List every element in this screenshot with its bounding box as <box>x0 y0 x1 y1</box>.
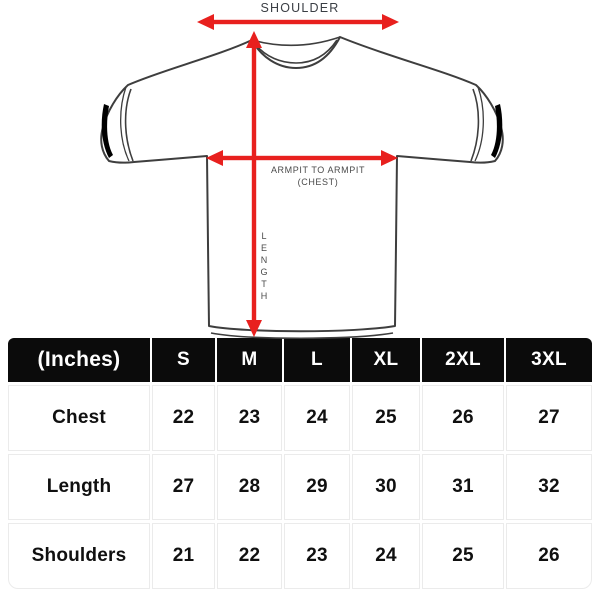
chest-s-value: 22 <box>152 385 215 451</box>
left-cuff-seam <box>124 88 134 162</box>
chest-xl-value: 25 <box>352 385 420 451</box>
length-measure-label: LENGTH <box>259 231 269 303</box>
row-label-shoulders: Shoulders <box>8 523 150 589</box>
tshirt-body-outline <box>100 36 504 333</box>
shoulders-l-value: 23 <box>284 523 350 589</box>
chest-2xl-value: 26 <box>422 385 504 451</box>
shoulders-3xl-value: 26 <box>506 523 592 589</box>
shoulder-measure-label: SHOULDER <box>260 1 340 15</box>
tshirt-measurement-diagram: SHOULDER ARMPIT TO ARMPIT (CHEST) LENGTH <box>100 1 504 340</box>
right-cuff-seam <box>470 88 480 162</box>
left-cuff-seam-2 <box>120 86 130 162</box>
chest-arrow <box>206 150 398 166</box>
size-header-l: L <box>284 338 350 382</box>
shoulder-arrow <box>197 14 399 30</box>
chest-3xl-value: 27 <box>506 385 592 451</box>
collar-band-inner-line <box>255 39 338 64</box>
size-header-s: S <box>152 338 215 382</box>
row-label-chest: Chest <box>8 385 150 451</box>
chest-m-value: 23 <box>217 385 282 451</box>
shoulders-s-value: 21 <box>152 523 215 589</box>
size-header-2xl: 2XL <box>422 338 504 382</box>
size-chart-table: (Inches) S M L XL 2XL 3XL Chest 22 23 24… <box>8 338 592 589</box>
chest-l-value: 24 <box>284 385 350 451</box>
tshirt-outline-drawing <box>100 14 504 340</box>
chest-measure-label: ARMPIT TO ARMPIT (CHEST) <box>238 164 398 188</box>
row-label-length: Length <box>8 454 150 520</box>
shoulders-xl-value: 24 <box>352 523 420 589</box>
chest-measure-label-line2: (CHEST) <box>297 177 339 187</box>
left-sleeve-shadow <box>101 104 113 158</box>
length-arrow <box>246 31 262 337</box>
length-xl-value: 30 <box>352 454 420 520</box>
shoulders-m-value: 22 <box>217 523 282 589</box>
size-header-m: M <box>217 338 282 382</box>
unit-header-cell: (Inches) <box>8 338 150 382</box>
table-row-chest: Chest 22 23 24 25 26 27 <box>8 385 592 451</box>
shoulders-2xl-value: 25 <box>422 523 504 589</box>
right-sleeve-shadow <box>491 104 503 158</box>
table-row-length: Length 27 28 29 30 31 32 <box>8 454 592 520</box>
length-3xl-value: 32 <box>506 454 592 520</box>
size-chart-header-row: (Inches) S M L XL 2XL 3XL <box>8 338 592 382</box>
collar-back-neck-line <box>251 36 341 47</box>
length-s-value: 27 <box>152 454 215 520</box>
size-header-xl: XL <box>352 338 420 382</box>
length-l-value: 29 <box>284 454 350 520</box>
length-2xl-value: 31 <box>422 454 504 520</box>
chest-measure-label-line1: ARMPIT TO ARMPIT <box>270 165 366 175</box>
length-m-value: 28 <box>217 454 282 520</box>
size-header-3xl: 3XL <box>506 338 592 382</box>
right-cuff-seam-2 <box>474 86 484 162</box>
table-row-shoulders: Shoulders 21 22 23 24 25 26 <box>8 523 592 589</box>
